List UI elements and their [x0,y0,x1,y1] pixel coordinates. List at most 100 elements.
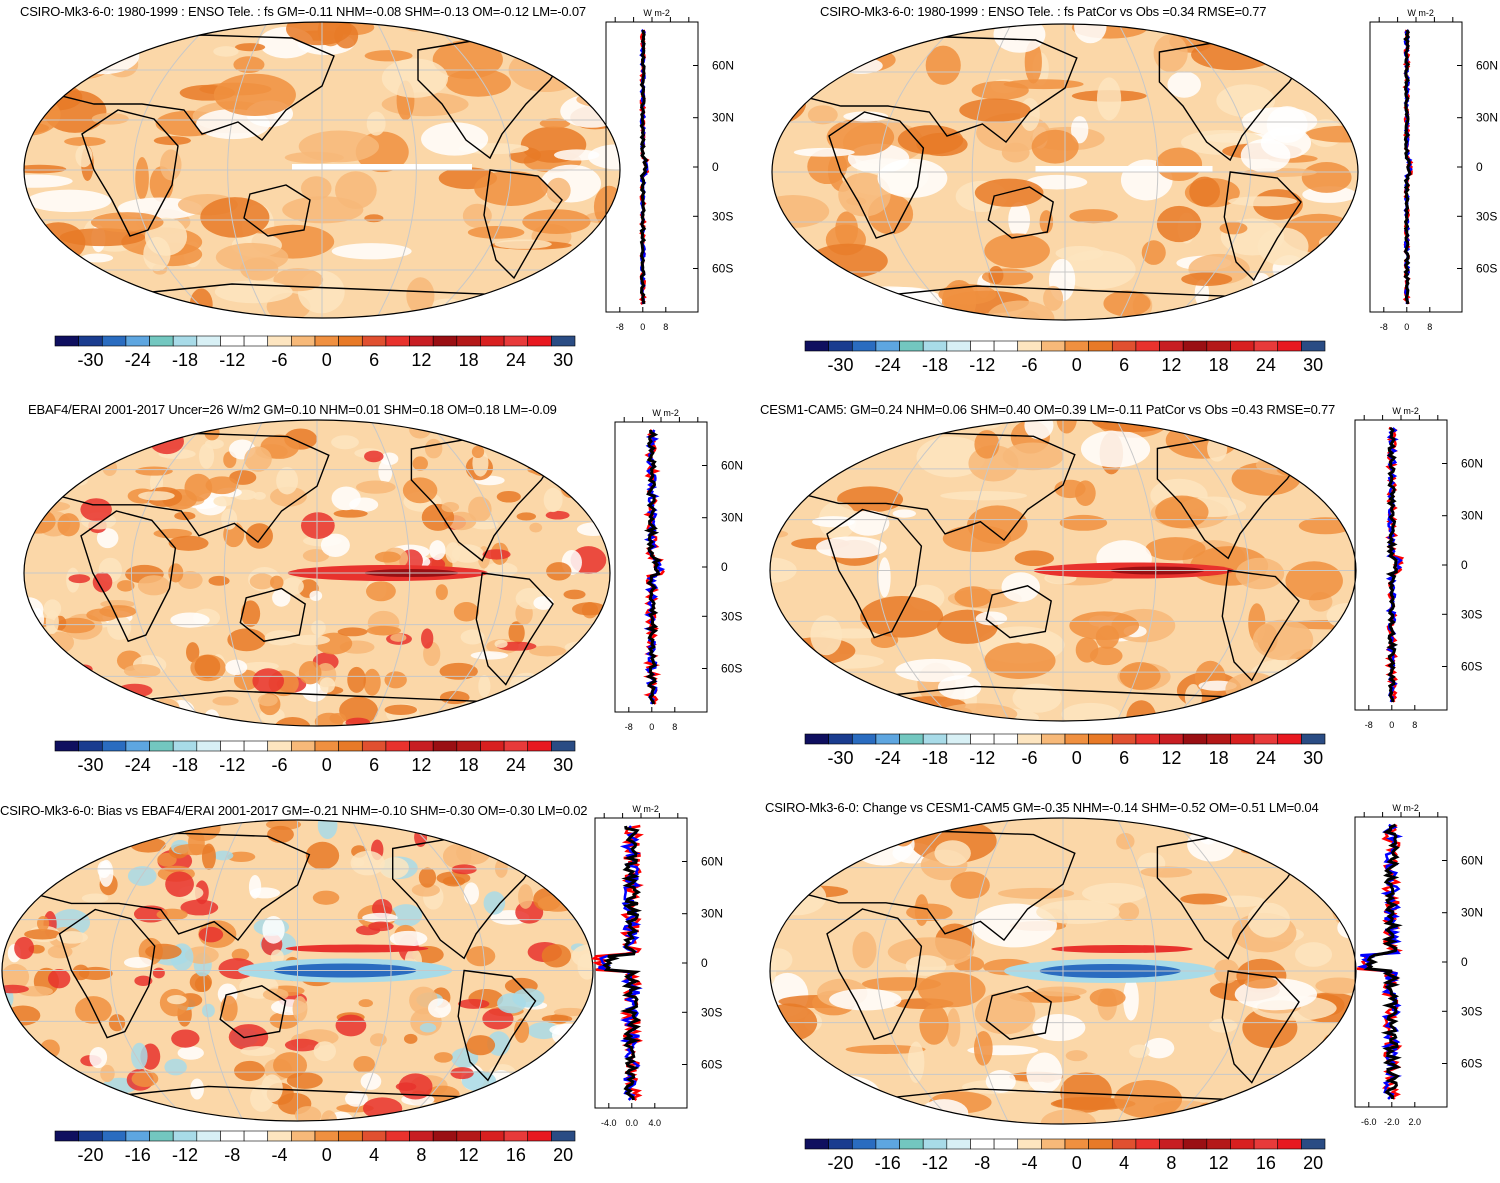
colorbar-swatch [1230,340,1255,352]
colorbar-swatch [527,335,552,347]
zonal-x-label: 0 [640,322,645,332]
field-blob [892,509,917,518]
field-blob [439,662,478,680]
field-blob [227,628,266,652]
field-blob [234,1060,265,1082]
field-blob [807,105,838,125]
field-blob [168,535,209,551]
colorbar-swatch [1017,1138,1042,1150]
field-blob [233,669,259,691]
field-blob [483,891,506,915]
zonal-x-label: 8 [1427,322,1432,332]
colorbar-swatch [1206,733,1231,745]
global-map [1,819,594,1122]
colorbar-swatch [432,1130,458,1142]
field-blob [31,482,45,492]
colorbar-swatch [243,1130,269,1142]
equatorial-anomaly-edge [285,944,429,953]
map-border [769,419,1357,722]
field-blob [245,523,273,549]
field-blob [1043,285,1064,311]
field-blob [368,921,394,932]
colorbar-swatch [899,340,924,352]
field-blob [131,1070,159,1088]
colorbar-label: 6 [1119,748,1129,768]
colorbar-swatch [970,1138,995,1150]
colorbar-swatch [1111,340,1137,352]
colorbar-swatch [1064,340,1089,352]
zonal-units: W m-2 [632,804,659,814]
colorbar: -20 -16 -12 -8 -4 0 4 8 12 16 20 [804,1138,1326,1173]
zonal-mean-plot: W m-2 60N 30N 0 30S 60S -6.0 -2.0 2.0 [1354,803,1483,1127]
zonal-lat-label: 0 [701,956,708,970]
field-blob [553,436,570,447]
field-blob [1155,495,1209,529]
colorbar-swatch [291,335,316,347]
field-blob [850,818,910,838]
field-blob [208,575,230,586]
field-blob [826,118,895,156]
colorbar-label: 0 [1072,1153,1082,1173]
coastline [243,184,311,237]
coastline [50,432,330,543]
colorbar-label: -8 [224,1145,240,1165]
field-blob [580,656,607,672]
field-blob [345,717,371,726]
field-blob [1081,882,1147,904]
field-blob [198,926,224,943]
field-blob [1096,77,1122,121]
field-blob [794,268,838,293]
equatorial-anomaly-edge [1051,945,1193,953]
coastline [796,432,1076,541]
field-blob [874,709,909,721]
field-blob [378,460,393,484]
field-blob [563,589,586,600]
field-blob [331,486,361,511]
field-blob [770,430,831,440]
field-blob [2,887,27,910]
field-blob [1071,116,1089,144]
field-blob [940,491,1027,501]
colorbar-label: 0 [322,755,332,775]
colorbar-label: 6 [369,755,379,775]
zonal-lat-label: 30N [712,111,734,125]
field-blob [878,557,891,598]
field-blob [973,1030,993,1066]
field-blob [267,825,294,844]
field-blob [1026,1052,1063,1094]
coastline [798,36,1078,143]
colorbar-label: 4 [369,1145,379,1165]
field-blob [1119,662,1161,690]
coastline [483,169,563,280]
field-blob [1342,39,1358,59]
field-blob [429,540,446,561]
field-blob [269,1011,299,1029]
field-blob [835,211,858,248]
colorbar-swatch [78,740,103,752]
colorbar-swatch [291,740,316,752]
colorbar-swatch [1111,733,1137,745]
field-blob [475,1092,495,1118]
field-blob [202,1003,215,1018]
field-blob [198,443,215,469]
zonal-lat-label: 30S [712,209,733,223]
zonal-frame [605,21,699,313]
field-blob [1181,272,1233,286]
colorbar-label: 12 [1209,1153,1229,1173]
zonal-x-label: -4.0 [601,1118,617,1128]
colorbar-label: -12 [219,350,245,370]
graticule-lon [1115,420,1157,721]
field-blob [235,43,266,52]
field-blob [262,916,285,944]
colorbar-label: 30 [553,755,573,775]
field-blob [73,475,88,486]
zonal-lat-label: 60S [1461,660,1482,674]
field-blob [59,228,146,247]
coastline [51,34,335,141]
field-blob [1282,694,1330,713]
colorbar-swatch [1253,340,1279,352]
field-blob [508,621,525,645]
field-blob [1074,24,1107,44]
field-blob [984,233,1050,269]
field-blob [81,893,109,903]
